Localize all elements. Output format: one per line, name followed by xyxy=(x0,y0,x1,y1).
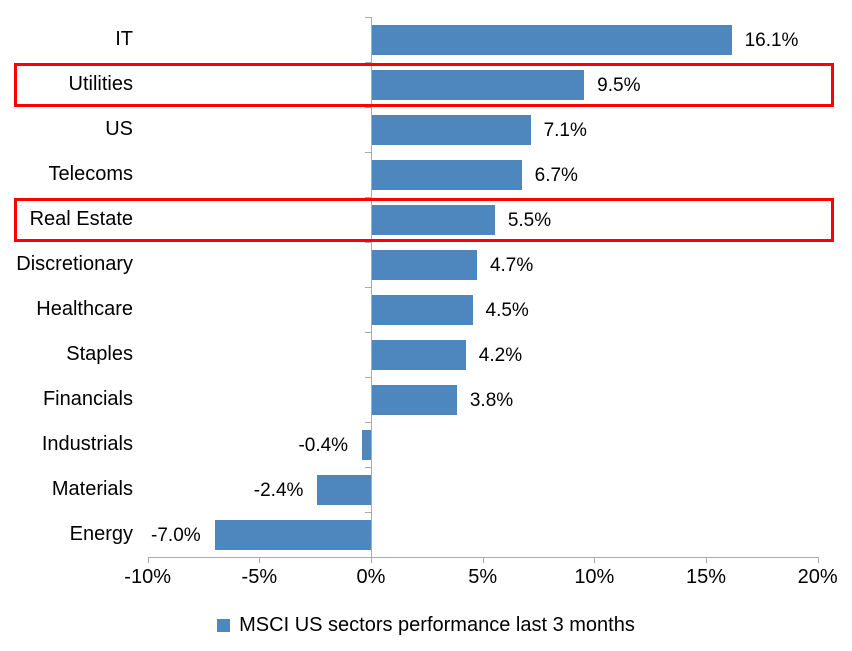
value-label-materials: -2.4% xyxy=(253,479,304,501)
value-label-real-estate: 5.5% xyxy=(507,209,552,231)
bar-healthcare xyxy=(372,294,473,325)
highlight-box-real-estate xyxy=(14,198,834,242)
bar-industrials xyxy=(362,429,371,460)
category-axis-tick xyxy=(365,152,371,153)
x-axis-tick xyxy=(594,557,596,563)
category-label-it: IT xyxy=(115,27,133,50)
x-axis-tick xyxy=(259,557,261,563)
bar-staples xyxy=(372,339,466,370)
value-label-discretionary: 4.7% xyxy=(489,254,534,276)
bar-it xyxy=(372,24,732,55)
highlight-box-utilities xyxy=(14,63,834,107)
category-axis-tick xyxy=(365,557,371,558)
legend-label: MSCI US sectors performance last 3 month… xyxy=(239,613,635,636)
category-label-utilities: Utilities xyxy=(68,72,133,95)
category-label-discretionary: Discretionary xyxy=(16,252,133,275)
category-label-industrials: Industrials xyxy=(41,432,133,455)
category-label-financials: Financials xyxy=(42,387,133,410)
x-axis-tick-label: 20% xyxy=(797,566,838,588)
x-axis-tick-label: 5% xyxy=(468,566,498,588)
x-axis-tick xyxy=(706,557,707,563)
category-axis-tick xyxy=(365,332,371,333)
category-axis-tick xyxy=(365,107,371,108)
bar-energy xyxy=(214,519,371,550)
category-axis-tick xyxy=(365,287,371,288)
bar-financials xyxy=(372,384,457,415)
category-axis-tick xyxy=(365,242,371,243)
value-label-utilities: 9.5% xyxy=(597,74,641,96)
value-label-financials: 3.8% xyxy=(469,389,514,411)
value-label-telecoms: 6.7% xyxy=(534,164,578,186)
category-axis-tick xyxy=(365,467,371,468)
bar-telecoms xyxy=(372,159,522,190)
category-axis-tick xyxy=(365,197,371,198)
value-label-us: 7.1% xyxy=(543,119,587,141)
x-axis-tick xyxy=(147,557,149,563)
bar-discretionary xyxy=(372,249,477,280)
x-axis-tick-label: -10% xyxy=(124,566,172,588)
value-label-staples: 4.2% xyxy=(478,344,523,366)
category-axis-tick xyxy=(365,17,371,18)
category-label-materials: Materials xyxy=(51,477,133,500)
x-axis-tick-label: 0% xyxy=(356,566,386,588)
category-axis-tick xyxy=(365,62,371,63)
category-axis-tick xyxy=(365,422,371,423)
category-label-staples: Staples xyxy=(66,342,133,365)
category-label-telecoms: Telecoms xyxy=(48,162,133,185)
bar-materials xyxy=(317,474,371,505)
x-axis-tick-label: 15% xyxy=(685,566,727,588)
category-axis-line xyxy=(371,17,372,557)
x-axis-tick xyxy=(817,557,819,563)
x-axis-tick xyxy=(371,557,372,563)
value-label-it: 16.1% xyxy=(744,29,799,51)
category-label-energy: Energy xyxy=(69,522,133,545)
category-label-healthcare: Healthcare xyxy=(36,297,133,320)
x-axis-tick-label: -5% xyxy=(241,566,278,588)
category-label-us: US xyxy=(105,117,133,140)
value-label-industrials: -0.4% xyxy=(298,434,349,456)
value-label-healthcare: 4.5% xyxy=(485,299,529,321)
category-label-real-estate: Real Estate xyxy=(29,207,133,230)
category-axis-tick xyxy=(365,512,371,513)
bar-utilities xyxy=(372,69,585,100)
legend-marker-icon xyxy=(217,618,231,632)
category-axis-tick xyxy=(365,377,371,378)
bar-us xyxy=(372,114,531,145)
x-axis-tick xyxy=(482,557,484,563)
value-label-energy: -7.0% xyxy=(151,524,201,546)
chart-legend: MSCI US sectors performance last 3 month… xyxy=(0,612,852,638)
x-axis-tick-label: 10% xyxy=(574,566,615,588)
bar-real-estate xyxy=(372,204,495,235)
